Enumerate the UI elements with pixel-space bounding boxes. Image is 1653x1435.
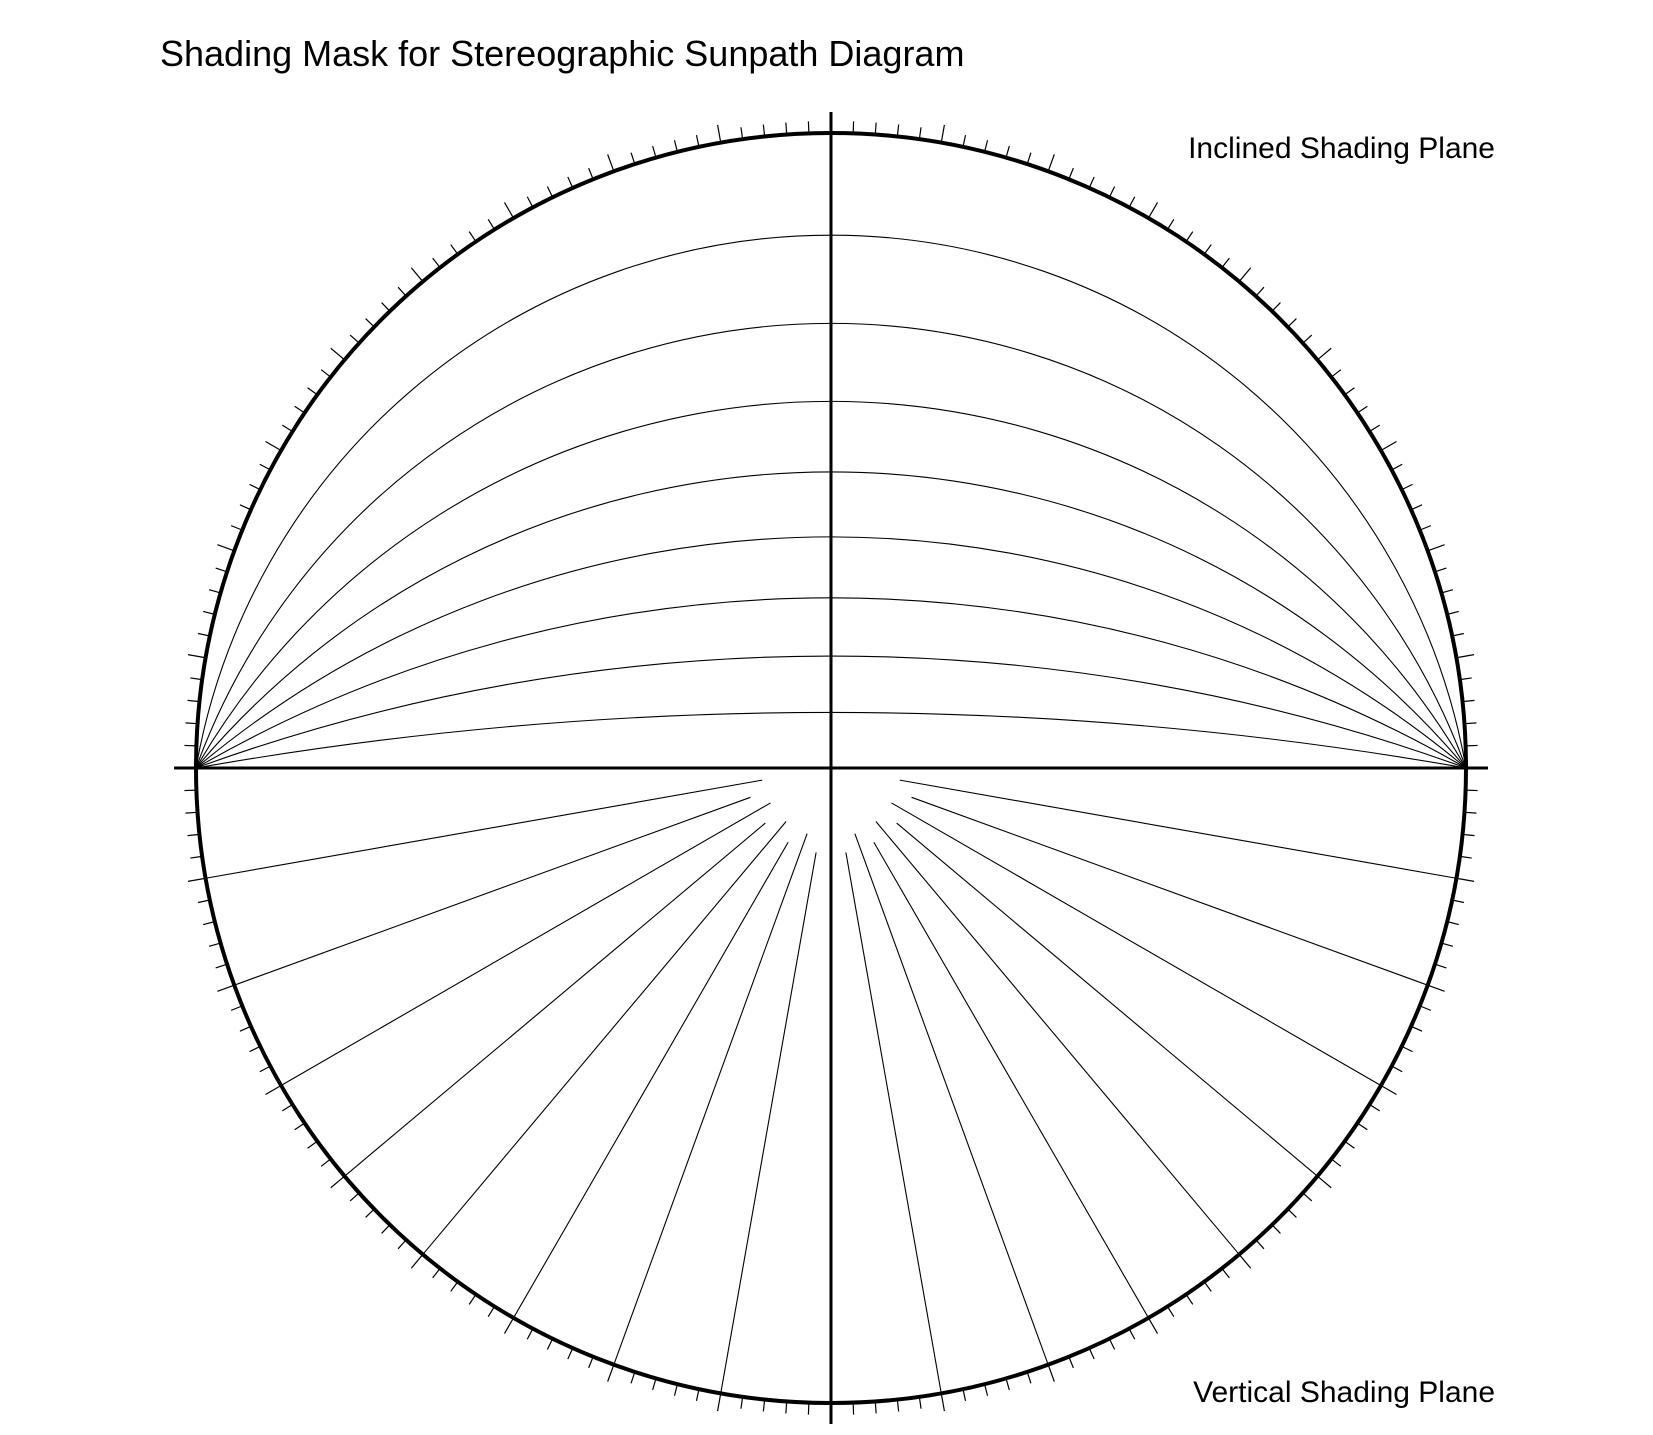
tick-260 — [717, 124, 722, 143]
vertical-line-150 — [280, 802, 771, 1086]
tick-130 — [410, 1254, 424, 1269]
tick-220 — [330, 347, 345, 361]
tick-132 — [397, 1239, 407, 1250]
vertical-line-170 — [205, 779, 763, 879]
tick-230 — [410, 267, 424, 282]
tick-60 — [1147, 1317, 1159, 1334]
tick-64 — [1108, 1338, 1116, 1350]
tick-280 — [940, 124, 945, 143]
tick-10 — [1456, 877, 1475, 882]
tick-78 — [962, 1388, 967, 1401]
vertical-line-100 — [720, 852, 817, 1394]
tick-140 — [330, 1175, 345, 1189]
tick-70 — [1047, 1364, 1055, 1382]
tick-210 — [265, 440, 282, 452]
vertical-line-120 — [513, 841, 789, 1319]
tick-348 — [1451, 632, 1464, 637]
tick-42 — [1302, 1192, 1313, 1202]
tick-110 — [607, 1364, 615, 1382]
vertical-line-20 — [911, 796, 1428, 986]
tick-116 — [546, 1338, 554, 1350]
vertical-line-140 — [344, 822, 766, 1177]
tick-240 — [503, 202, 515, 219]
tick-322 — [1331, 369, 1342, 378]
tick-40 — [1317, 1175, 1332, 1189]
tick-250 — [607, 154, 615, 172]
tick-38 — [1331, 1158, 1342, 1167]
tick-128 — [432, 1268, 441, 1279]
tick-298 — [1128, 196, 1136, 208]
tick-48 — [1255, 1239, 1265, 1250]
vertical-line-160 — [234, 796, 751, 986]
tick-100 — [717, 1393, 722, 1412]
vertical-line-80 — [845, 852, 942, 1394]
tick-120 — [503, 1317, 515, 1334]
tick-170 — [187, 877, 206, 882]
tick-30 — [1380, 1084, 1397, 1096]
tick-52 — [1221, 1268, 1230, 1279]
vertical-line-40 — [896, 822, 1318, 1177]
tick-200 — [217, 544, 235, 552]
vertical-line-70 — [854, 833, 1049, 1365]
tick-62 — [1128, 1328, 1136, 1340]
vertical-line-60 — [873, 841, 1149, 1319]
tick-334 — [1401, 483, 1413, 491]
tick-80 — [940, 1393, 945, 1412]
tick-290 — [1047, 154, 1055, 172]
inclined-shading-plane-label: Inclined Shading Plane — [1188, 132, 1495, 165]
diagram-title: Shading Mask for Stereographic Sunpath D… — [160, 33, 964, 74]
tick-300 — [1147, 202, 1159, 219]
tick-340 — [1427, 544, 1445, 552]
tick-190 — [187, 654, 206, 659]
tick-148 — [281, 1103, 293, 1112]
tick-28 — [1391, 1065, 1403, 1073]
vertical-line-130 — [422, 821, 787, 1255]
vertical-line-10 — [899, 779, 1457, 879]
tick-20 — [1427, 984, 1445, 992]
tick-160 — [217, 984, 235, 992]
tick-330 — [1380, 440, 1397, 452]
vertical-line-110 — [613, 833, 808, 1365]
tick-302 — [1166, 218, 1175, 230]
vertical-line-30 — [891, 802, 1382, 1086]
vertical-shading-lines — [205, 779, 1457, 1394]
tick-150 — [265, 1084, 282, 1096]
tick-102 — [695, 1388, 700, 1401]
tick-50 — [1238, 1254, 1252, 1269]
tick-152 — [259, 1065, 271, 1073]
tick-12 — [1451, 899, 1464, 904]
tick-350 — [1456, 654, 1475, 659]
tick-26 — [1401, 1045, 1413, 1053]
tick-310 — [1238, 267, 1252, 282]
tick-320 — [1317, 347, 1332, 361]
vertical-line-50 — [875, 821, 1240, 1255]
outer-circle — [194, 131, 1468, 1405]
vertical-shading-plane-label: Vertical Shading Plane — [1193, 1376, 1495, 1409]
tick-318 — [1302, 334, 1313, 344]
